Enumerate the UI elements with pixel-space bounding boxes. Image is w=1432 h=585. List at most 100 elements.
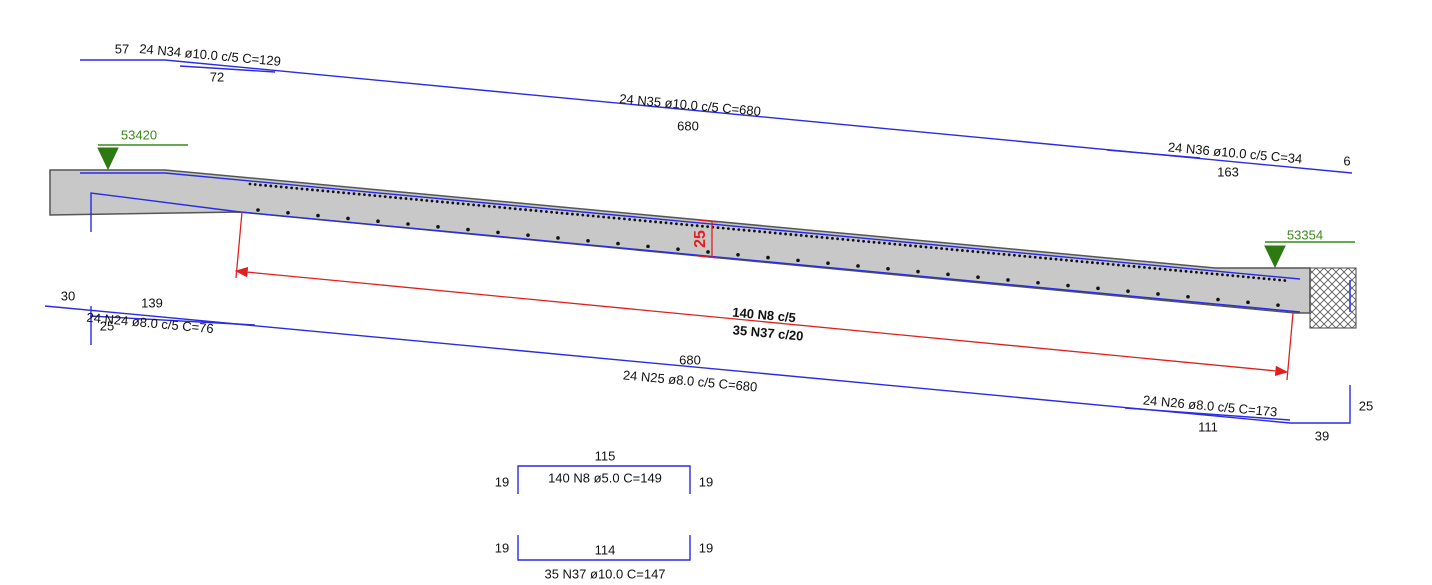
rebar-dot (1148, 266, 1151, 270)
rebar-dot (680, 222, 683, 226)
rebar-dot (981, 250, 985, 254)
rebar-dot (513, 207, 517, 211)
rebar-dot (914, 244, 917, 248)
rebar-dot (456, 202, 460, 205)
label: 24 N35 ø10.0 c/5 C=680 (619, 91, 762, 119)
rebar-dot (856, 264, 860, 268)
rebar-dot (466, 227, 470, 232)
rebar-dot (799, 234, 803, 237)
rebar-dot (1091, 261, 1094, 264)
rebar-dot (565, 212, 569, 215)
rebar-dot (508, 206, 512, 210)
rebar-dot (425, 199, 429, 202)
rebar-dot (430, 199, 434, 203)
rebar-dot (496, 230, 500, 235)
label: 19 (495, 474, 509, 489)
rebar-dot (285, 185, 288, 189)
rebar-dot (961, 249, 964, 252)
rebar-dot (253, 183, 257, 186)
rebar-dot (576, 213, 579, 216)
rebar-dot (1137, 265, 1141, 269)
rebar-dot (1226, 273, 1229, 277)
rebar-dot (451, 201, 455, 205)
rebar-dot (955, 248, 959, 252)
rebar-dot (1247, 275, 1250, 279)
rebar-dot (883, 241, 886, 245)
rebar-dot (1132, 265, 1136, 268)
rebar-dot (805, 234, 808, 238)
rebar-dot (526, 233, 530, 237)
rebar-dot (279, 185, 283, 189)
rebar-dot (643, 219, 647, 223)
rebar-dot (259, 183, 262, 187)
rebar-dot (976, 250, 980, 254)
rebar-dot (695, 224, 699, 228)
label: 680 (679, 352, 701, 367)
rebar-dot (659, 220, 663, 224)
rebar-dot (368, 193, 371, 197)
rebar-dot (617, 217, 621, 220)
rebar-dot (1195, 270, 1198, 274)
rebar-dot (946, 272, 950, 277)
rebar-dot (1080, 260, 1084, 263)
rebar-dot (675, 222, 678, 226)
rebar-dot (1065, 258, 1068, 262)
rebar-dot (461, 202, 465, 206)
rebar-dot (929, 246, 933, 249)
rebar-dot (826, 261, 830, 265)
rebar-dot (441, 200, 444, 204)
rebar-dot (623, 217, 626, 221)
rebar-dot (1126, 289, 1130, 293)
rebar-dot (467, 202, 470, 206)
rebar-dot (1236, 274, 1240, 278)
rebar-dot (404, 197, 408, 200)
rebar-dot (836, 237, 839, 241)
rebar-dot (862, 239, 865, 243)
rebar-dot (1023, 254, 1027, 258)
rebar-dot (1276, 303, 1280, 307)
rebar-dot (586, 214, 590, 217)
rebar-dot (753, 229, 756, 233)
rebar-dot (420, 198, 423, 202)
rebar-dot (352, 192, 356, 196)
rebar-dot (1070, 259, 1073, 263)
rebar-dot (1018, 254, 1021, 258)
rebar-dot (971, 250, 975, 253)
label: 139 (141, 295, 163, 310)
load-label: 53420 (121, 127, 157, 142)
label: 19 (495, 540, 509, 555)
rebar-dot (1054, 257, 1058, 261)
rebar-dot (1085, 260, 1089, 264)
rebar-dot (940, 247, 943, 250)
rebar-dot (399, 196, 403, 200)
label: 39 (1315, 428, 1329, 443)
rebar-dot (701, 224, 704, 228)
rebar-dot (1169, 268, 1172, 272)
rebar-dot (1205, 271, 1209, 275)
rebar-dot (706, 225, 709, 229)
rebar-dot (482, 204, 486, 208)
rebar-dot (248, 182, 252, 186)
rebar-dot (597, 215, 600, 218)
rebar-dot (1179, 269, 1183, 273)
rebar-dot (1283, 279, 1287, 282)
rebar-dot (1221, 273, 1224, 277)
rebar-dot (919, 245, 923, 248)
rebar-dot (737, 228, 741, 231)
rebar-dot (747, 229, 751, 232)
rebar-dot (1039, 256, 1042, 260)
rebar-dot (886, 266, 890, 271)
rebar-dot (1002, 252, 1006, 256)
rebar-dot (1013, 253, 1016, 257)
label: 30 (61, 288, 75, 303)
rebar-dot (1262, 277, 1266, 280)
rebar-dot (1215, 272, 1219, 276)
rebar-dot (1174, 268, 1177, 272)
label: 115 (595, 448, 616, 463)
rebar-dot (1101, 262, 1105, 265)
rebar-dot (347, 191, 351, 195)
rebar-dot (893, 242, 897, 246)
label: 6 (1343, 153, 1350, 168)
rebar-dot (591, 214, 595, 218)
rebar-dot (1117, 263, 1120, 267)
